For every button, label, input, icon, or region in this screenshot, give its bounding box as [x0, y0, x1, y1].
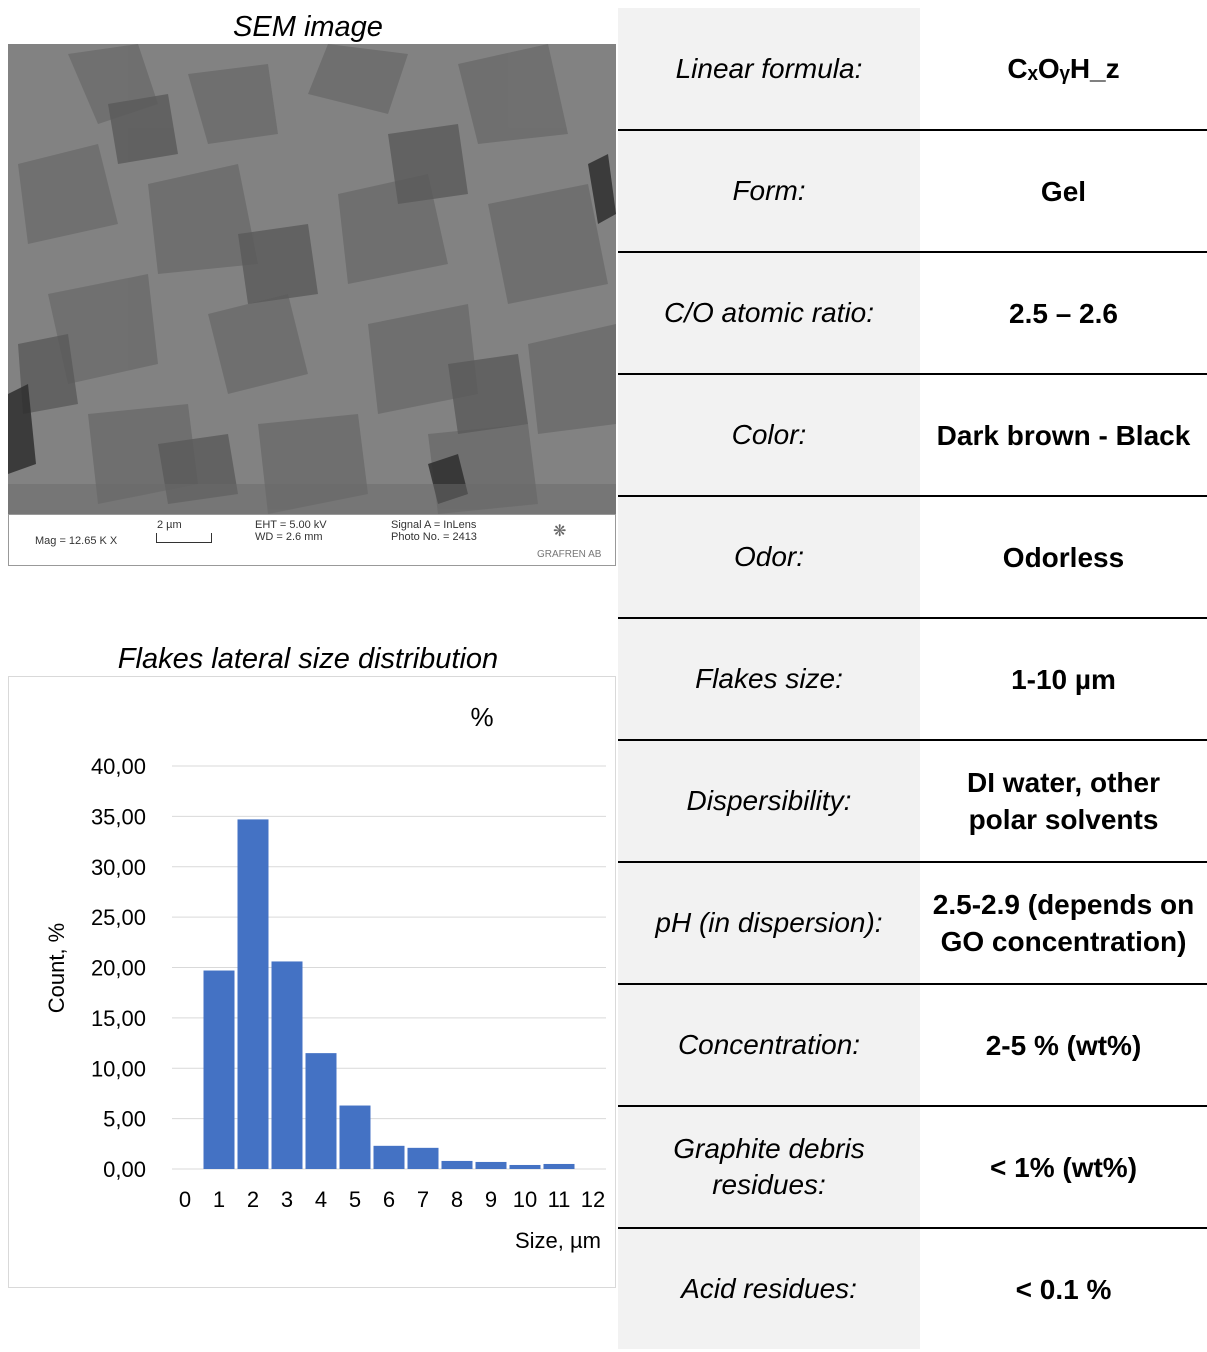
property-row: Acid residues: < 0.1 % [618, 1227, 1207, 1349]
x-tick-label: 8 [451, 1187, 463, 1212]
property-value: < 1% (wt%) [989, 1151, 1138, 1183]
property-row: C/O atomic ratio: 2.5 – 2.6 [618, 251, 1207, 373]
y-tick-label: 20,00 [91, 956, 146, 981]
property-row: Flakes size: 1-10 µm [618, 617, 1207, 739]
property-value: DI water, other polar solvents [967, 767, 1160, 835]
property-value: Odorless [1002, 541, 1125, 573]
sem-photo-number: Photo No. = 2413 [391, 531, 477, 543]
property-label: Odor: [618, 497, 920, 617]
property-row: Dispersibility: DI water, other polar sol… [618, 739, 1207, 861]
property-label: Linear formula: [618, 8, 920, 129]
x-tick-label: 3 [281, 1187, 293, 1212]
property-row: Graphite debris residues: < 1% (wt%) [618, 1105, 1207, 1227]
property-value: Gel [1040, 175, 1087, 207]
property-label: Acid residues: [618, 1229, 920, 1349]
y-tick-label: 10,00 [91, 1056, 146, 1081]
size-distribution-chart: % 0,00 5,00 10,00 15,00 20,00 25,00 30,00 35,00… [44, 702, 606, 1253]
x-tick-label: 1 [213, 1187, 225, 1212]
x-tick-label: 12 [581, 1187, 605, 1212]
sem-scale-label: 2 µm [157, 519, 182, 531]
histogram-bar [237, 819, 269, 1169]
y-tick-label: 5,00 [103, 1107, 146, 1132]
x-tick-label: 4 [315, 1187, 327, 1212]
x-tick-label: 9 [485, 1187, 497, 1212]
x-tick-label: 10 [513, 1187, 537, 1212]
histogram-bar [203, 970, 235, 1169]
histogram-bar [407, 1147, 439, 1169]
property-value: CₓOᵧH_z [1007, 53, 1120, 84]
sem-wd: WD = 2.6 mm [255, 531, 323, 543]
property-value: 1-10 µm [1011, 663, 1116, 695]
property-label: Color: [618, 375, 920, 495]
histogram-bar [305, 1053, 337, 1169]
property-row: Form: Gel [618, 129, 1207, 251]
y-tick-label: 25,00 [91, 905, 146, 930]
y-tick-label: 30,00 [91, 855, 146, 880]
y-tick-label: 35,00 [91, 804, 146, 829]
histogram-bar [441, 1160, 473, 1169]
x-tick-label: 7 [417, 1187, 429, 1212]
property-value: 2-5 % (wt%) [985, 1029, 1142, 1061]
x-tick-label: 5 [349, 1187, 361, 1212]
y-axis-label: Count, % [44, 923, 69, 1014]
sem-image-title: SEM image [233, 11, 383, 43]
property-label: Flakes size: [618, 619, 920, 739]
histogram-bar [271, 961, 303, 1169]
histogram-frame [8, 676, 616, 1288]
histogram-bar [509, 1164, 541, 1169]
sem-brand: GRAFREN AB [537, 549, 602, 560]
histogram-bar [543, 1163, 575, 1169]
property-row: Linear formula: CₓOᵧH_z [618, 8, 1207, 129]
sem-micrograph-texture [8, 44, 616, 514]
x-tick-label: 11 [548, 1187, 571, 1212]
chart-title: % [470, 702, 493, 732]
properties-table: Linear formula: CₓOᵧH_z Form: Gel C/O atomic… [618, 8, 1207, 1349]
x-tick-label: 2 [247, 1187, 259, 1212]
y-tick-label: 0,00 [103, 1157, 146, 1182]
property-row: Color: Dark brown - Black [618, 373, 1207, 495]
sem-magnification: Mag = 12.65 K X [35, 535, 118, 547]
sem-eht: EHT = 5.00 kV [255, 519, 327, 531]
histogram-bar [373, 1145, 405, 1169]
sem-databar: Mag = 12.65 K X 2 µm EHT = 5.00 kV WD = … [8, 514, 616, 566]
property-value: 2.5-2.9 (depends on GO concentration) [932, 889, 1195, 957]
sem-scale-bar [156, 533, 212, 543]
property-label: Form: [618, 131, 920, 251]
histogram-bar [475, 1161, 507, 1169]
y-tick-label: 40,00 [91, 754, 146, 779]
histogram-bar [339, 1105, 371, 1169]
property-value: Dark brown - Black [936, 419, 1191, 451]
property-value: < 0.1 % [1015, 1273, 1112, 1305]
property-row: pH (in dispersion): 2.5-2.9 (depends on G… [618, 861, 1207, 983]
grafren-logo-icon: ❋ [553, 523, 567, 540]
property-row: Concentration: 2-5 % (wt%) [618, 983, 1207, 1105]
property-row: Odor: Odorless [618, 495, 1207, 617]
x-axis-label: Size, µm [515, 1228, 601, 1253]
sem-micrograph [8, 44, 616, 514]
property-value: 2.5 – 2.6 [1009, 297, 1118, 329]
y-tick-label: 15,00 [91, 1006, 146, 1031]
property-label: pH (in dispersion): [618, 863, 920, 983]
x-tick-label: 6 [383, 1187, 395, 1212]
property-label: C/O atomic ratio: [618, 253, 920, 373]
histogram-title: Flakes lateral size distribution [117, 643, 499, 675]
property-label: Concentration: [618, 985, 920, 1105]
sem-signal: Signal A = InLens [391, 519, 477, 531]
x-tick-label: 0 [179, 1187, 191, 1212]
property-label: Dispersibility: [618, 741, 920, 861]
property-label: Graphite debris residues: [618, 1107, 920, 1227]
